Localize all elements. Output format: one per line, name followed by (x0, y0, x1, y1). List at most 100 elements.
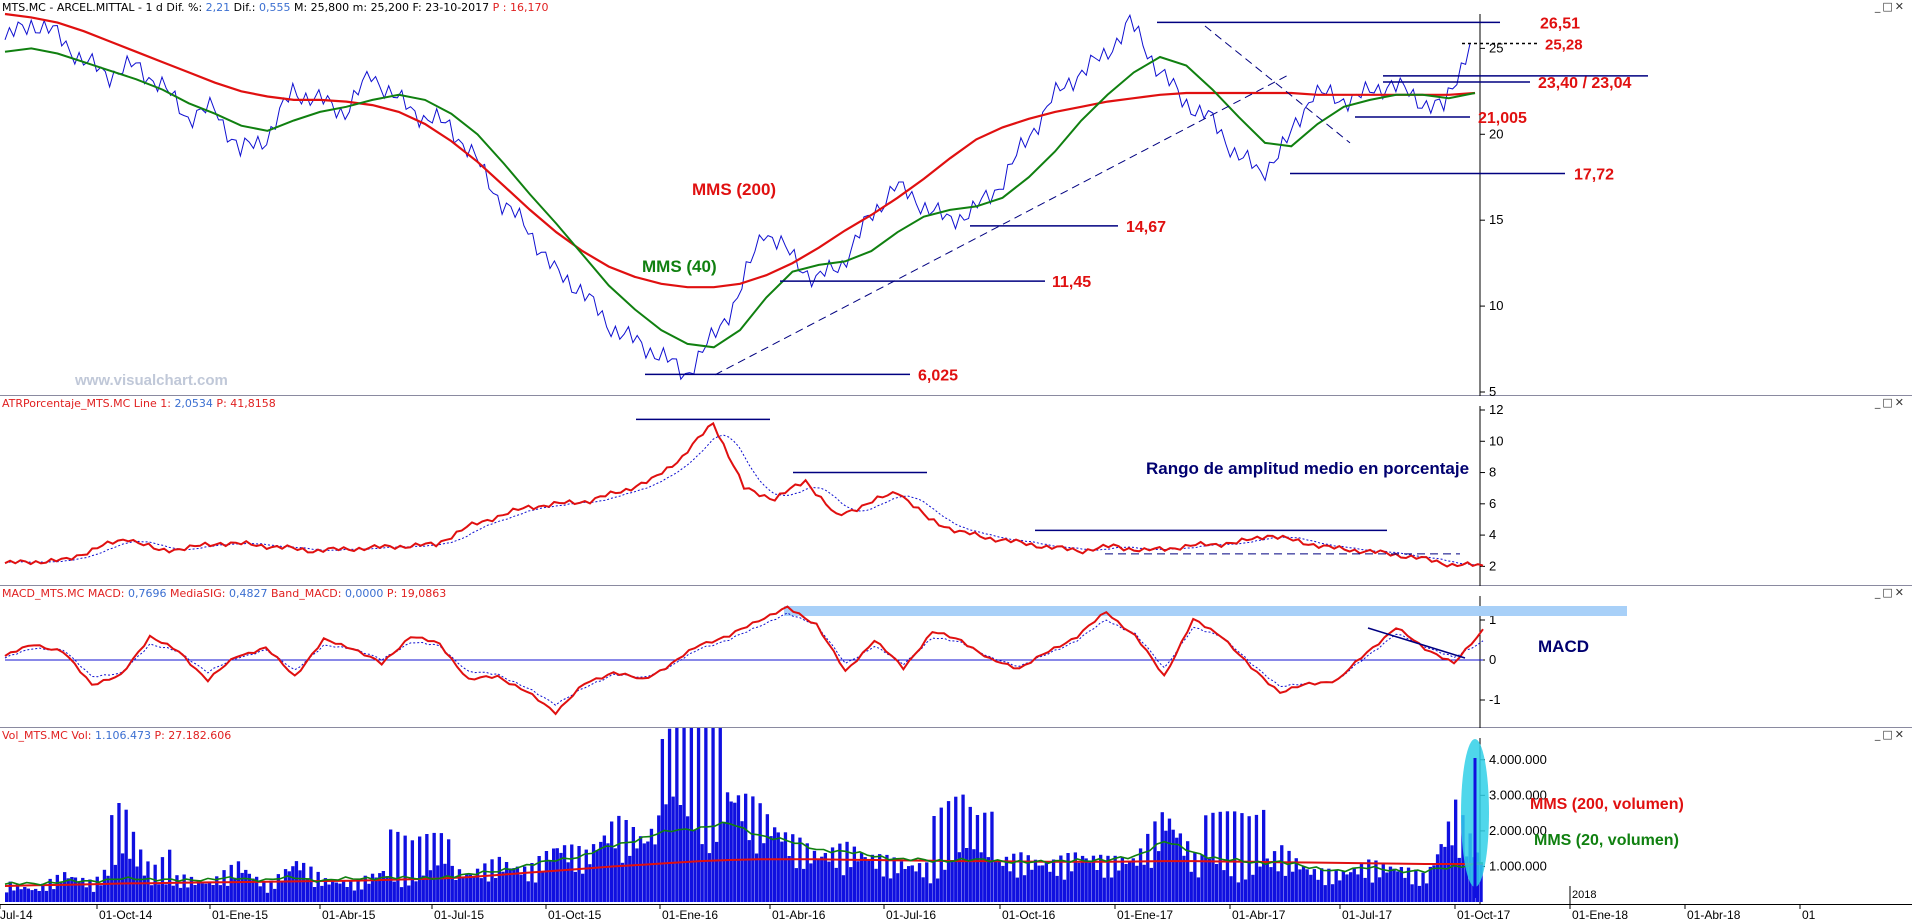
x-tick-label: 01-Abr-15 (322, 908, 376, 922)
volume-bar (171, 885, 175, 902)
volume-bar (968, 806, 972, 902)
volume-bar (1381, 862, 1385, 902)
mms200-label: MMS (200) (692, 180, 776, 199)
y-tick-label: 10 (1489, 298, 1503, 313)
volume-bar (1146, 833, 1150, 902)
volume-bar (1001, 865, 1005, 902)
volume-bar (1012, 853, 1016, 902)
volume-bar (541, 872, 545, 902)
volume-bar (1243, 879, 1248, 902)
volume-bar (1106, 855, 1110, 902)
volume-bar (841, 875, 846, 902)
volume-bar (1102, 877, 1106, 902)
window-controls[interactable]: _□✕ (1874, 0, 1906, 13)
level-label: 14,67 (1126, 219, 1166, 236)
volume-bar (1204, 815, 1208, 902)
macd-signal-line (4, 612, 1484, 706)
volume-bar (856, 861, 860, 902)
volume-bar (1410, 884, 1414, 902)
window-controls[interactable]: _□✕ (1874, 586, 1906, 599)
volume-bar (1439, 844, 1443, 902)
volume-bar (251, 878, 255, 902)
volume-bar (475, 868, 480, 902)
volume-bar (624, 820, 628, 902)
header-part: MTS.MC - ARCEL.MITTAL - 1 d Dif. %: (2, 1, 206, 14)
volume-bar (1171, 829, 1175, 902)
volume-bar (1399, 867, 1404, 902)
x-tick-label: 01-Abr-16 (772, 908, 826, 922)
atr-chart: 12 10 8 6 4 2 Rango de amplitud medio en porce… (4, 402, 1503, 586)
volume-bar (34, 888, 38, 902)
volume-bar (791, 834, 795, 902)
price-header: MTS.MC - ARCEL.MITTAL - 1 d Dif. %: 2,21… (2, 1, 548, 14)
volume-bar (157, 884, 161, 902)
volume-bar (218, 885, 223, 902)
volume-bar (352, 890, 357, 902)
volume-bar (660, 739, 665, 902)
volume-bar (1066, 853, 1070, 902)
volume-bar (1095, 870, 1099, 902)
volume-bar (1345, 874, 1349, 902)
volume-bar (175, 875, 179, 902)
volume-bar (1283, 875, 1288, 902)
volume-bar (686, 816, 690, 902)
macd-header: MACD_MTS.MC MACD: 0,7696 MediaSIG: 0,482… (2, 587, 446, 600)
volume-bar (700, 844, 704, 902)
vol-mms200-line (4, 858, 1483, 887)
volume-bar (367, 883, 371, 902)
volume-bar (921, 877, 925, 902)
volume-bar (581, 873, 585, 902)
volume-bar (1388, 866, 1393, 902)
header-part: Vol_MTS.MC Vol: (2, 729, 95, 742)
volume-bar (120, 853, 125, 902)
macd-annotation: MACD (1538, 637, 1589, 656)
volume-bar (1417, 885, 1422, 902)
volume-bar (1124, 864, 1128, 902)
volume-bar (1247, 816, 1251, 902)
volume-bar (84, 887, 89, 902)
header-part: P: 27.182.606 (150, 729, 232, 742)
volume-bar (1033, 859, 1038, 902)
volume-bar (628, 855, 632, 902)
volume-bar (707, 853, 712, 902)
volume-bar (577, 846, 581, 902)
volume-bar (494, 878, 498, 902)
volume-bar (675, 728, 679, 902)
volume-bar (1019, 852, 1023, 902)
volume-bar (323, 878, 328, 902)
volume-bar (501, 871, 505, 902)
volume-bar (457, 869, 462, 902)
volume-bar (1149, 867, 1154, 902)
volume-bar (504, 862, 509, 902)
volume-bar (899, 861, 904, 902)
level-label: 23,40 / 23,04 (1538, 75, 1632, 92)
volume-bar (830, 847, 835, 902)
volume-bar (537, 856, 541, 902)
window-controls[interactable]: _□✕ (1874, 728, 1906, 741)
volume-bar (718, 728, 722, 902)
volume-bar (515, 866, 520, 902)
x-tick-label: 01-Oct-17 (1457, 908, 1511, 922)
volume-bar (439, 833, 444, 902)
volume-bar (689, 728, 694, 902)
x-tick-label: 01-Oct-15 (548, 908, 602, 922)
volume-bar (421, 875, 425, 902)
window-controls[interactable]: _□✕ (1874, 396, 1906, 409)
volume-bar (1088, 862, 1092, 902)
volume-bar (907, 866, 911, 902)
volume-bar (903, 869, 907, 902)
volume-bar (1207, 858, 1212, 902)
volume-bar (896, 873, 900, 902)
volume-bar (182, 874, 186, 902)
volume-bar (320, 885, 324, 902)
volume-bar (1421, 872, 1425, 902)
volume-bar (1443, 846, 1447, 902)
volume-bar (1414, 869, 1418, 902)
volume-bar (1334, 870, 1338, 902)
volume-bar (312, 887, 317, 902)
y-tick-label: 1.000.000 (1489, 858, 1547, 873)
volume-bar (1186, 841, 1190, 902)
x-tick-label: 01-Abr-17 (1232, 908, 1286, 922)
volume-bar (990, 811, 994, 902)
macd-highlight-band (784, 606, 1627, 616)
